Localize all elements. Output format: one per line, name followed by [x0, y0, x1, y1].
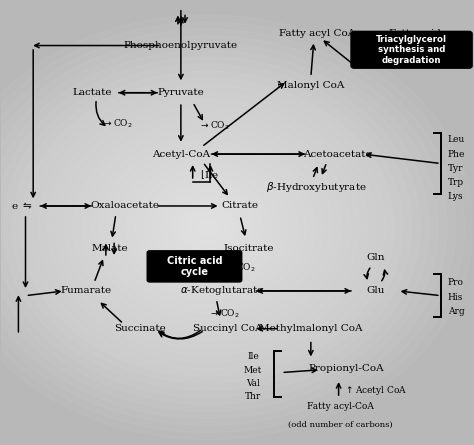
Text: (odd number of carbons): (odd number of carbons): [288, 421, 392, 429]
Text: Lactate: Lactate: [73, 88, 112, 97]
Text: Met: Met: [244, 366, 262, 375]
Text: Isocitrate: Isocitrate: [224, 244, 274, 253]
Text: Ile: Ile: [247, 352, 259, 361]
Text: Oxaloacetate: Oxaloacetate: [90, 202, 159, 210]
Text: $\to$CO$_2$: $\to$CO$_2$: [225, 261, 256, 274]
Text: Citric acid
cycle: Citric acid cycle: [167, 255, 222, 277]
Text: $\alpha$-Ketoglutarate: $\alpha$-Ketoglutarate: [180, 284, 264, 297]
Text: Gln: Gln: [366, 253, 385, 263]
Text: Tyr: Tyr: [448, 164, 464, 173]
Text: Pro: Pro: [448, 279, 464, 287]
Text: Acetyl-CoA: Acetyl-CoA: [152, 150, 210, 158]
Text: Methylmalonyl CoA: Methylmalonyl CoA: [259, 324, 363, 333]
Text: Lys: Lys: [448, 192, 464, 201]
Text: Phosphoenolpyruvate: Phosphoenolpyruvate: [124, 41, 238, 50]
Text: e $\leftrightharpoons$: e $\leftrightharpoons$: [11, 201, 33, 211]
Text: Phe: Phe: [448, 150, 465, 158]
Text: Fatty acids: Fatty acids: [389, 29, 446, 38]
Text: Propionyl-CoA: Propionyl-CoA: [309, 364, 384, 373]
Text: $\beta$-Hydroxybutyrate: $\beta$-Hydroxybutyrate: [266, 180, 367, 194]
Text: $\to$CO$_2$: $\to$CO$_2$: [209, 307, 239, 320]
Text: Succinate: Succinate: [114, 324, 165, 333]
Text: Fatty acyl CoA: Fatty acyl CoA: [279, 29, 355, 38]
Text: $\uparrow$Acetyl CoA: $\uparrow$Acetyl CoA: [344, 384, 408, 396]
Text: Arg: Arg: [448, 307, 465, 316]
Text: Triacylglycerol
synthesis and
degradation: Triacylglycerol synthesis and degradatio…: [376, 35, 447, 65]
Text: $\lfloor$Ile: $\lfloor$Ile: [201, 168, 219, 181]
FancyBboxPatch shape: [351, 31, 472, 68]
Text: Citrate: Citrate: [221, 202, 258, 210]
Text: Trp: Trp: [448, 178, 464, 187]
Text: Pyruvate: Pyruvate: [157, 88, 204, 97]
Text: Malonyl CoA: Malonyl CoA: [277, 81, 345, 90]
Text: Fumarate: Fumarate: [61, 287, 112, 295]
Text: Succinyl CoA: Succinyl CoA: [193, 324, 263, 333]
Text: Val: Val: [246, 379, 260, 388]
Text: His: His: [448, 292, 463, 302]
Text: Leu: Leu: [448, 135, 465, 145]
Text: Thr: Thr: [245, 392, 261, 401]
Text: Malate: Malate: [91, 244, 128, 253]
FancyBboxPatch shape: [147, 251, 242, 282]
Text: $\to$CO$_2$: $\to$CO$_2$: [102, 117, 133, 129]
Text: Acetoacetate: Acetoacetate: [303, 150, 372, 158]
Text: Fatty acyl-CoA: Fatty acyl-CoA: [307, 402, 374, 411]
Text: Glu: Glu: [367, 287, 385, 295]
Text: $\to$CO$_2$: $\to$CO$_2$: [199, 120, 229, 132]
